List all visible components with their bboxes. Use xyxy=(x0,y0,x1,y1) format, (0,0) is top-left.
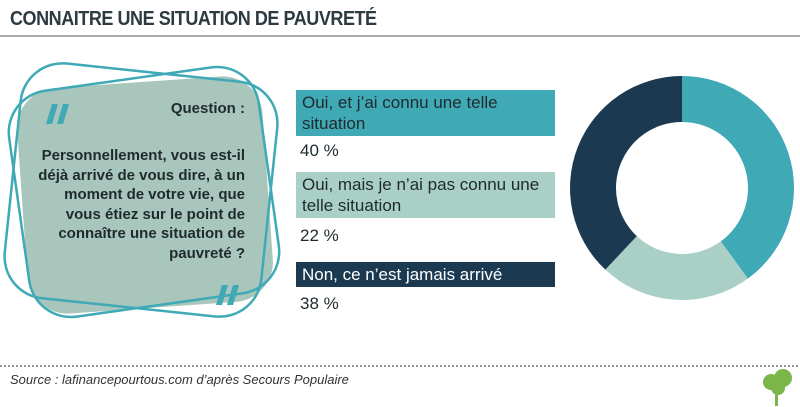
question-frame xyxy=(3,62,279,318)
quote-close xyxy=(216,285,239,305)
title: CONNAITRE UNE SITUATION DE PAUVRETÉ xyxy=(10,8,377,30)
source: Source : lafinancepourtous.com d’après S… xyxy=(10,372,349,387)
answer-value: 22 % xyxy=(300,226,339,245)
question-bg xyxy=(17,76,273,314)
question-label: Question : xyxy=(170,100,245,117)
question-frame xyxy=(7,65,281,319)
answer-label: Non, ce n’est jamais arrivé xyxy=(296,262,555,287)
donut-slice xyxy=(569,76,682,270)
quote-open xyxy=(46,104,69,124)
answer-value: 40 % xyxy=(300,141,339,160)
donut-slice xyxy=(682,76,794,279)
answer-value: 38 % xyxy=(300,294,339,313)
answer-label: Oui, mais je n’ai pas connu une telle si… xyxy=(296,172,555,218)
question-text: Personnellement, vous est-il déjà arrivé… xyxy=(38,147,245,262)
answer-label: Oui, et j’ai connu une telle situation xyxy=(296,90,555,136)
logo-tree xyxy=(763,369,792,406)
donut-slice xyxy=(605,236,748,301)
